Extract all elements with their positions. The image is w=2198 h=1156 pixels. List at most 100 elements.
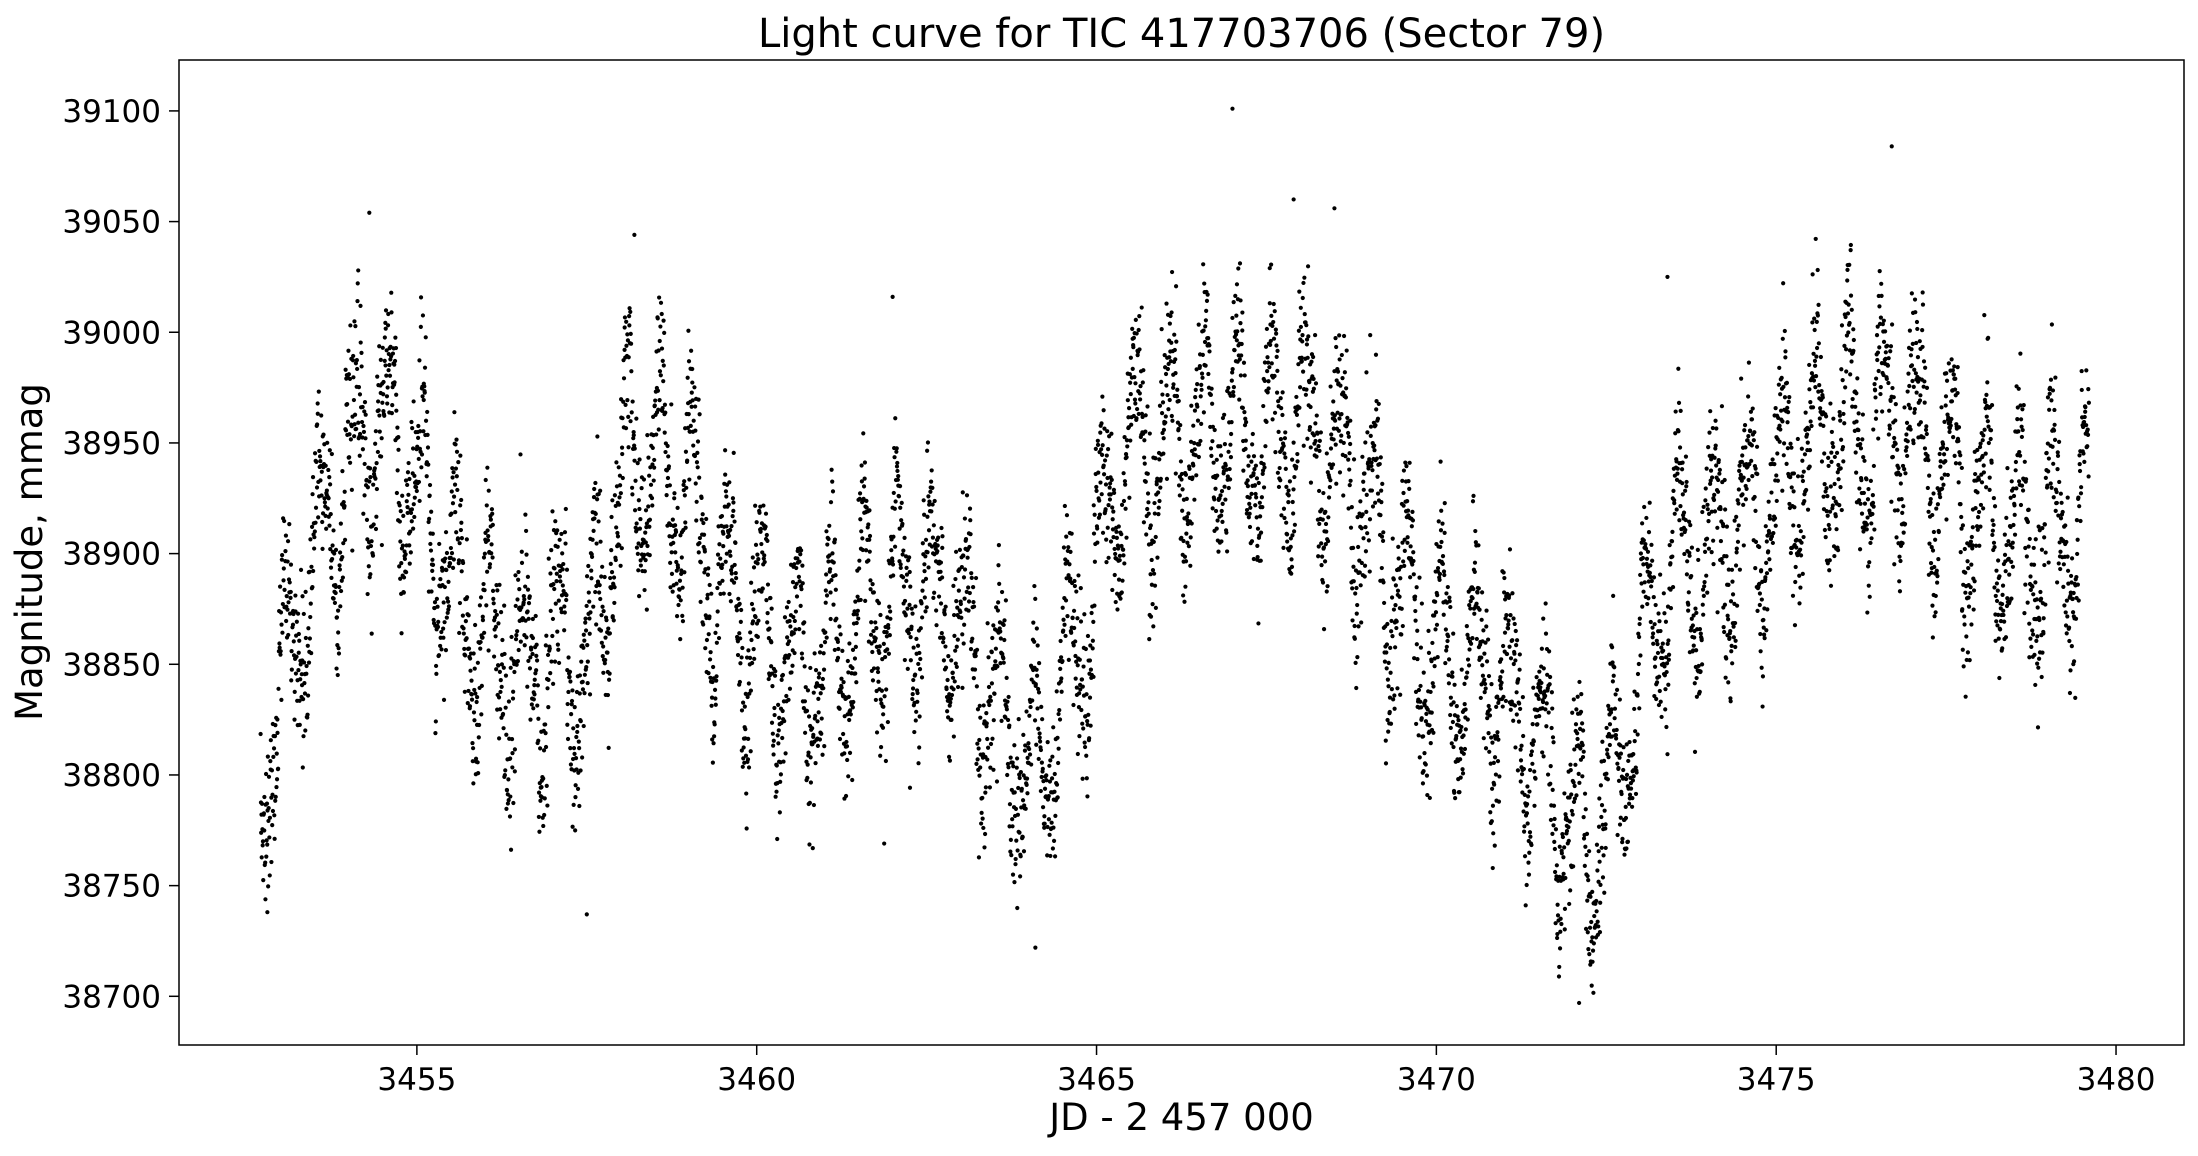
data-point <box>473 622 478 628</box>
data-point <box>796 574 802 580</box>
data-point <box>1251 454 1257 459</box>
data-point <box>1411 550 1416 555</box>
data-point <box>787 618 792 624</box>
data-point <box>259 801 265 806</box>
data-point <box>1577 679 1582 685</box>
data-point <box>1296 423 1301 428</box>
data-point <box>1518 758 1524 763</box>
data-point <box>1444 648 1449 653</box>
data-point <box>1171 385 1176 390</box>
data-point <box>1500 704 1505 709</box>
data-point <box>1544 701 1549 706</box>
data-point <box>1489 735 1494 740</box>
data-point <box>863 548 869 553</box>
data-point <box>441 600 446 605</box>
data-point <box>1255 526 1261 531</box>
data-point <box>306 626 311 631</box>
data-point <box>361 429 367 435</box>
data-point <box>1321 545 1327 550</box>
data-point <box>1153 534 1158 540</box>
data-point <box>1316 544 1321 549</box>
data-point <box>1143 413 1148 418</box>
data-point <box>1535 722 1540 727</box>
data-point <box>794 594 800 599</box>
data-point <box>582 690 587 696</box>
data-point <box>1512 703 1518 708</box>
data-point <box>488 517 493 522</box>
data-point <box>886 625 891 630</box>
data-point <box>720 578 725 583</box>
data-point <box>1636 661 1641 667</box>
data-point <box>430 557 435 562</box>
data-point <box>1245 484 1251 489</box>
data-point <box>1168 359 1173 364</box>
data-point <box>383 326 388 331</box>
data-point <box>503 705 508 710</box>
data-point <box>1040 717 1045 722</box>
data-point <box>1137 314 1142 319</box>
data-point <box>1554 863 1559 868</box>
data-point <box>1110 517 1115 522</box>
data-point <box>346 372 352 377</box>
data-point <box>1606 703 1611 708</box>
data-point <box>476 770 481 776</box>
data-point <box>746 648 751 653</box>
data-point <box>278 649 283 654</box>
data-point <box>737 679 742 685</box>
data-point <box>1338 383 1343 388</box>
data-point <box>1465 632 1470 637</box>
data-point <box>626 445 631 450</box>
data-point <box>1442 500 1447 506</box>
data-point <box>1297 405 1302 410</box>
data-point <box>1391 577 1396 582</box>
data-point <box>975 741 980 746</box>
data-point <box>802 699 808 704</box>
data-point <box>1185 540 1190 545</box>
data-point <box>515 629 520 634</box>
data-point <box>926 528 932 533</box>
data-point <box>1222 442 1228 447</box>
data-point <box>900 521 905 526</box>
data-point <box>1225 549 1230 554</box>
data-point <box>747 655 753 660</box>
data-point <box>991 623 996 628</box>
data-point <box>1390 634 1395 639</box>
data-point <box>1445 638 1450 644</box>
data-point <box>1272 309 1277 314</box>
data-point <box>530 651 535 657</box>
data-point <box>1290 533 1295 538</box>
data-point <box>433 719 438 724</box>
data-point <box>951 612 957 618</box>
data-point <box>1632 689 1637 694</box>
data-point <box>674 614 680 619</box>
data-point <box>654 432 659 437</box>
data-point <box>741 745 746 750</box>
data-point <box>296 668 301 673</box>
data-point <box>1594 898 1599 904</box>
data-point <box>382 358 387 363</box>
data-point <box>1266 379 1271 384</box>
data-point <box>714 678 719 683</box>
data-point <box>1749 443 1754 448</box>
data-point <box>1116 546 1121 551</box>
data-point <box>706 632 711 637</box>
data-point <box>462 689 467 694</box>
data-point <box>400 493 405 498</box>
data-point <box>1183 584 1188 589</box>
data-point <box>762 559 767 565</box>
data-point <box>1527 789 1532 794</box>
data-point <box>915 690 920 696</box>
data-point <box>490 522 495 527</box>
data-point <box>351 353 356 359</box>
data-point <box>1580 774 1585 779</box>
data-point <box>1638 653 1643 658</box>
data-point <box>1201 410 1206 415</box>
data-point <box>476 735 481 740</box>
data-point <box>496 695 502 700</box>
data-point <box>1076 573 1081 578</box>
data-point <box>750 660 755 666</box>
data-point <box>1705 590 1710 595</box>
data-point <box>1140 414 1145 420</box>
data-point <box>498 678 503 683</box>
data-point <box>755 634 760 640</box>
